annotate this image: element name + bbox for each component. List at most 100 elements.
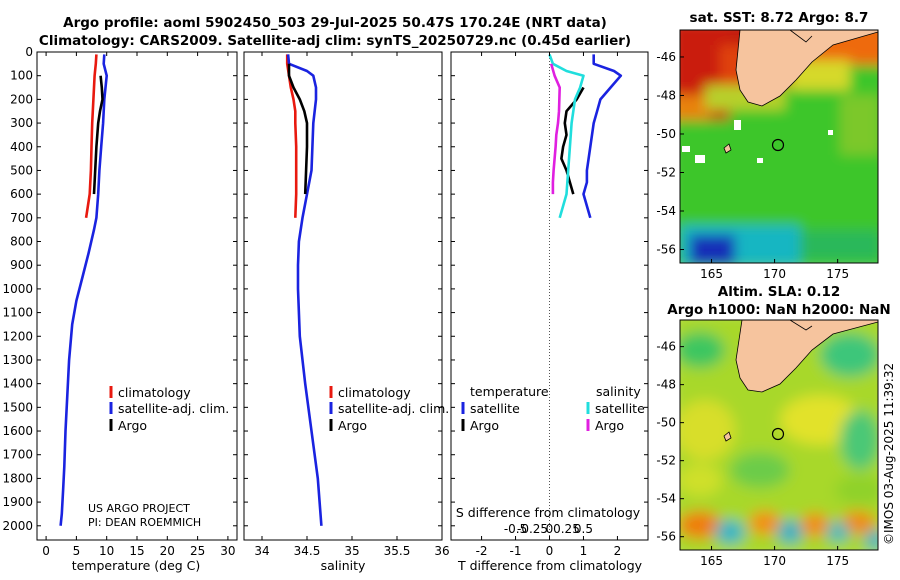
map-ytick-label: -56 [656,243,676,257]
series-line-satellite-adj-clim- [286,54,323,526]
depth-tick-label: 1400 [2,377,33,391]
legend-label-salinity-argo: Argo [595,418,624,433]
series-line-climatology [285,54,298,218]
sst-argo-position-marker [771,138,785,152]
difference-legend: temperature satellite Argo salinity sate… [461,384,645,433]
depth-tick-label: 1100 [2,306,33,320]
map-ytick-label: -54 [656,492,676,506]
temperature-legend: climatology satellite-adj. clim. Argo [109,385,229,433]
legend-label-argo: Argo [338,418,367,433]
project-label: US ARGO PROJECT [88,502,190,515]
depth-tick-label: 600 [10,187,33,201]
salinity-xtick-label: 34.5 [294,544,321,558]
difference-xtick-label: -2 [476,544,488,558]
salinity-xtick-label: 36 [434,544,449,558]
legend-label-climatology: climatology [338,385,411,400]
difference-xtick-label: 2 [614,544,622,558]
depth-axis: 0 100 200 300 400 500 600 700 800 900 1000 1100 1200… [2,45,648,533]
series-line-satellite-adj-clim- [59,54,108,526]
salinity-xtick-label: 35.5 [384,544,411,558]
sla-map-axes: 165 170 175 -46 -48 -50 -52 -54 -56 [656,340,849,568]
legend-title-temperature: temperature [470,384,549,399]
depth-tick-label: 1000 [2,282,33,296]
salinity-xtick-label: 35 [344,544,359,558]
map-ytick-label: -52 [656,165,676,179]
temperature-plot [59,54,108,526]
pi-label: PI: DEAN ROEMMICH [88,516,201,529]
depth-tick-label: 1600 [2,424,33,438]
map-xtick-label: 170 [763,554,786,568]
depth-tick-label: 1900 [2,495,33,509]
legend-label-temperature-argo: Argo [470,418,499,433]
salinity-difference-tick-label: 0.5 [574,522,593,536]
figure-title-line2: Climatology: CARS2009. Satellite-adj cli… [39,33,631,49]
legend-label-climatology: climatology [118,385,191,400]
temperature-xtick-label: 15 [129,544,144,558]
depth-tick-label: 1700 [2,448,33,462]
depth-tick-label: 500 [10,163,33,177]
legend-label-satellite: satellite-adj. clim. [338,401,449,416]
sla-argo-position-marker [771,427,785,441]
series-line-temperature-argo [560,86,585,195]
sst-map-axes: 165 170 175 -46 -48 -50 -52 -54 -56 [656,50,849,281]
map-ytick-label: -46 [656,50,676,64]
x-axes: 0 5 10 15 20 25 30 34 34.5 35 35.5 36 -2 -1 0 1 2 -0.5-0.… [42,52,621,558]
salinity-legend: climatology satellite-adj. clim. Argo [329,385,449,433]
salinity-difference-xlabel: S difference from climatology [456,505,641,520]
salinity-difference-tick-label: 0 [546,522,554,536]
map-ytick-label: -52 [656,454,676,468]
temperature-xtick-label: 5 [73,544,81,558]
depth-tick-label: 1800 [2,471,33,485]
series-line-climatology [84,54,98,218]
depth-tick-label: 1300 [2,353,33,367]
depth-tick-label: 400 [10,140,33,154]
salinity-difference-tick-label: -0.25 [517,522,548,536]
temperature-xtick-label: 30 [220,544,235,558]
salinity-panel-frame [243,51,443,541]
difference-xtick-label: 1 [580,544,588,558]
series-line-salinity-argo [549,63,562,195]
map-xtick-label: 165 [700,554,723,568]
sla-map-frame [679,319,879,551]
salinity-difference-tick-label: -0.5 [504,522,527,536]
legend-title-salinity: salinity [596,384,641,399]
depth-tick-label: 800 [10,235,33,249]
map-xtick-label: 175 [826,267,849,281]
temperature-xtick-label: 10 [99,544,114,558]
salinity-xtick-label: 34 [254,544,269,558]
legend-label-salinity-satellite: satellite [595,401,645,416]
sla-map [680,320,878,550]
map-ytick-label: -54 [656,204,676,218]
map-xtick-label: 170 [763,267,786,281]
salinity-xlabel: salinity [321,558,366,573]
legend-label-argo: Argo [118,418,147,433]
map-ytick-label: -46 [656,340,676,354]
map-ytick-label: -48 [656,378,676,392]
temperature-xtick-label: 0 [42,544,50,558]
map-ytick-label: -50 [656,416,676,430]
temperature-xtick-label: 25 [190,544,205,558]
map-xtick-label: 165 [700,267,723,281]
sla-map-title: Altim. SLA: 0.12 [718,284,840,300]
temperature-panel-frame [36,51,238,541]
salinity-plot [285,54,323,526]
difference-xtick-label: 0 [546,544,554,558]
map-ytick-label: -48 [656,88,676,102]
map-ytick-label: -50 [656,127,676,141]
difference-xlabel: T difference from climatology [457,558,643,573]
figure-title-line1: Argo profile: aoml 5902450_503 29-Jul-20… [63,15,607,31]
depth-tick-label: 0 [25,45,33,59]
difference-plot [548,52,623,540]
depth-tick-label: 2000 [2,519,33,533]
legend-label-satellite: satellite-adj. clim. [118,401,229,416]
salinity-difference-tick-label: 0.25 [553,522,580,536]
depth-tick-label: 1500 [2,400,33,414]
temperature-xlabel: temperature (deg C) [72,558,201,573]
map-ytick-label: -56 [656,530,676,544]
depth-tick-label: 1200 [2,329,33,343]
depth-tick-label: 100 [10,69,33,83]
depth-tick-label: 700 [10,211,33,225]
sst-map [680,30,878,263]
series-line-salinity-satellite [548,53,585,219]
